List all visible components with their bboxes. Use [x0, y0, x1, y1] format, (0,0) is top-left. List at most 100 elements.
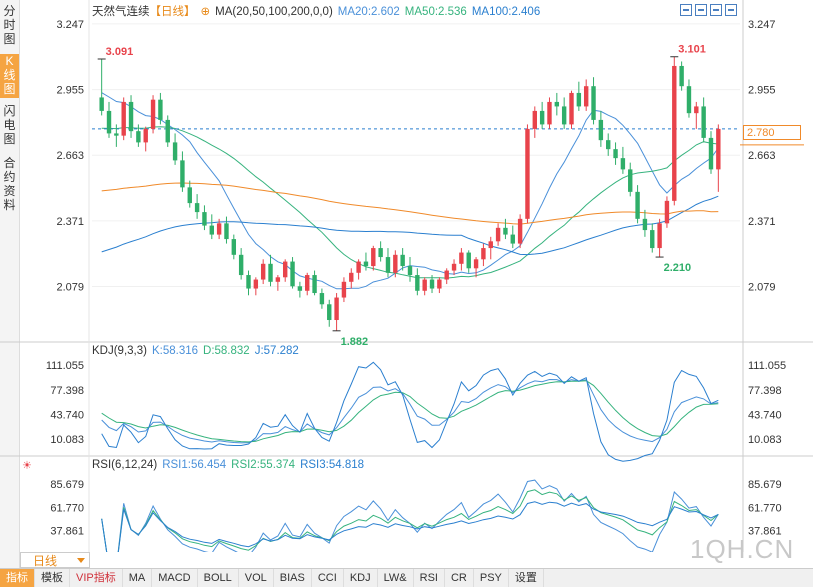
period-selector[interactable]: 日线 — [20, 552, 90, 568]
kdj-j-line — [101, 361, 719, 462]
candle-body — [694, 106, 699, 114]
price-tick-left: 2.079 — [56, 282, 84, 294]
candle-body — [642, 218, 648, 231]
candle-body — [121, 101, 126, 136]
candle-body — [106, 110, 112, 134]
candle-body — [136, 131, 141, 143]
rsi-tick-right: 37.861 — [748, 526, 782, 538]
indicator-tab-13[interactable]: PSY — [474, 569, 509, 587]
candle-body — [172, 142, 178, 161]
candle-body — [385, 257, 391, 273]
tab-flash-label: 闪电图 — [3, 104, 16, 146]
indicator-tab-0[interactable]: 指标 — [0, 569, 35, 587]
candle-body — [231, 239, 237, 255]
candle-body — [158, 99, 163, 120]
candle-body — [517, 218, 523, 244]
tab-flash[interactable]: 闪电图 — [0, 104, 19, 148]
candle-body — [150, 99, 156, 129]
candle-body — [437, 279, 442, 289]
indicator-tab-2[interactable]: VIP指标 — [70, 569, 123, 587]
candle-body — [451, 263, 457, 271]
rsi2-line — [101, 489, 719, 552]
indicator-tab-1[interactable]: 模板 — [35, 569, 70, 587]
ma20-readout: MA20:2.602 — [337, 6, 400, 18]
indicator-tab-10[interactable]: LW& — [378, 569, 414, 587]
indicator-tab-14[interactable]: 设置 — [509, 569, 544, 587]
candle-body — [488, 241, 493, 249]
candle-body — [128, 101, 134, 132]
indicator-tab-4[interactable]: MACD — [152, 569, 198, 587]
rsi-tick-right: 85.679 — [748, 479, 782, 491]
candle-body — [569, 92, 574, 125]
candle-body — [628, 169, 633, 192]
candle-body — [444, 270, 449, 280]
kdj-name: KDJ(9,3,3) — [92, 345, 147, 357]
candle-body — [561, 106, 567, 125]
candle-body — [363, 261, 369, 267]
candle-body — [341, 281, 347, 298]
annotation-label: 1.882 — [341, 336, 369, 348]
candle-body — [99, 97, 104, 111]
main-header: 天然气连续【日线】 ⊕ MA(20,50,100,200,0,0) MA20:2.60… — [92, 3, 545, 19]
kdj-tick-left: 43.740 — [50, 409, 84, 421]
candle-body — [327, 304, 332, 321]
rsi-tick-left: 37.861 — [50, 526, 84, 538]
indicator-tab-11[interactable]: RSI — [414, 569, 445, 587]
rsi2: RSI2:55.374 — [231, 459, 296, 471]
tab-timeshare[interactable]: 分时图 — [0, 4, 19, 46]
indicator-tab-12[interactable]: CR — [445, 569, 474, 587]
indicator-tab-6[interactable]: VOL — [239, 569, 274, 587]
candle-body — [635, 191, 640, 219]
kdj-tick-right: 10.083 — [748, 434, 782, 446]
candle-body — [216, 223, 222, 235]
tab-contract-info-label: 合约资料 — [3, 156, 16, 212]
rsi-tick-left: 61.770 — [50, 502, 84, 514]
candle-body — [716, 128, 721, 170]
kdj-d-line — [101, 380, 719, 443]
candle-body — [708, 137, 714, 170]
ma200-line — [101, 182, 719, 225]
indicator-tab-8[interactable]: CCI — [312, 569, 344, 587]
zoom-in-icon[interactable] — [680, 4, 692, 16]
candle-body — [349, 272, 354, 282]
candle-body — [268, 263, 273, 282]
candle-body — [576, 92, 582, 107]
candle-body — [253, 279, 259, 289]
candle-body — [415, 275, 420, 291]
candle-body — [547, 101, 552, 125]
candle-body — [275, 277, 281, 282]
kdj-lines — [101, 361, 719, 462]
price-tick-left: 2.371 — [56, 216, 84, 228]
candle-body — [180, 160, 185, 188]
candle-body — [305, 275, 310, 291]
indicator-tab-5[interactable]: BOLL — [198, 569, 239, 587]
candle-body — [422, 279, 427, 291]
settings-icon[interactable]: ⊕ — [200, 6, 211, 18]
ma-definition: MA(20,50,100,200,0,0) — [215, 6, 333, 18]
rsi-name: RSI(6,12,24) — [92, 459, 158, 471]
tab-contract-info[interactable]: 合约资料 — [0, 156, 19, 214]
price-tick-right: 2.663 — [748, 150, 776, 162]
indicator-tab-7[interactable]: BIAS — [274, 569, 312, 587]
ma100-line — [101, 195, 719, 256]
candle-body — [143, 128, 148, 143]
candle-body — [246, 275, 251, 289]
candles — [99, 56, 721, 331]
annotations: 3.091 3.101 1.882 2.210 — [97, 44, 706, 348]
axes: 3.247 3.247 2.955 2.955 2.663 2.663 2.371 2.371… — [46, 19, 786, 538]
indicator-tab-3[interactable]: MA — [123, 569, 153, 587]
kdj-tick-left: 10.083 — [50, 434, 84, 446]
indicator-tabbar: 指标 模板 VIP指标 MA MACD BOLL VOL BIAS CCI KDJ LW& RSI CR… — [0, 568, 813, 587]
candle-body — [672, 65, 677, 201]
candle-body — [459, 252, 464, 264]
indicator-settings-icon[interactable]: ☀ — [22, 460, 32, 472]
candle-body — [224, 223, 229, 240]
kdj-d: D:58.832 — [203, 345, 250, 357]
ma100-readout: MA100:2.406 — [471, 6, 541, 18]
indicator-tab-9[interactable]: KDJ — [344, 569, 378, 587]
move-left-icon[interactable] — [710, 4, 722, 16]
candle-body — [429, 279, 435, 289]
move-right-icon[interactable] — [725, 4, 737, 16]
zoom-out-icon[interactable] — [695, 4, 707, 16]
